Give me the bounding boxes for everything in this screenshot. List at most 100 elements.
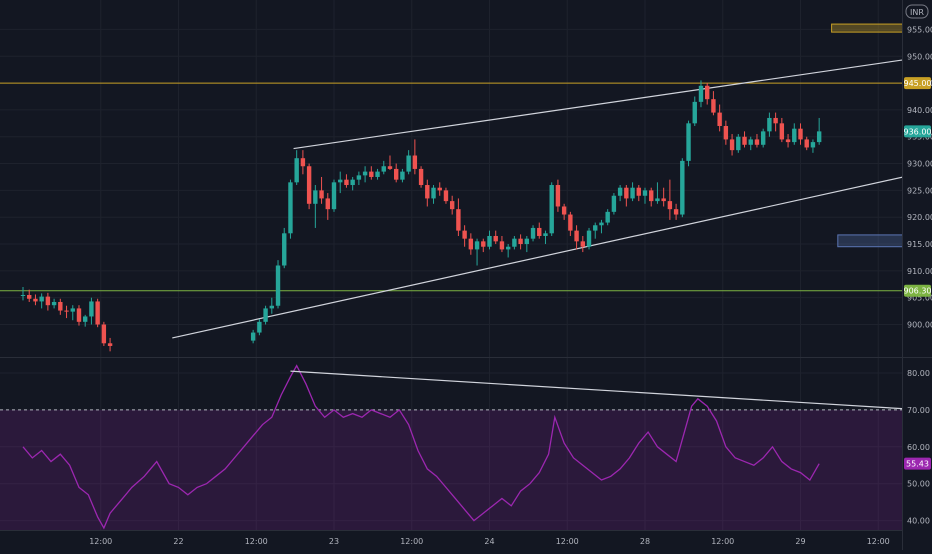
candle-up [593, 222, 598, 239]
candle-up [406, 150, 411, 175]
badge-label: 936.00 [904, 127, 932, 136]
resistance-zone [831, 23, 902, 33]
candle-down [325, 193, 330, 220]
candle-up [431, 185, 436, 204]
candle-body [593, 225, 598, 231]
candle-body [400, 171, 405, 180]
candle-up [400, 168, 405, 183]
candle-body [574, 230, 579, 242]
candle-body [505, 246, 511, 250]
time-tick-label: 29 [795, 537, 805, 546]
candle-down [742, 131, 747, 148]
rsi-value-badge: 55.43 [904, 457, 931, 470]
candle-up [816, 117, 822, 145]
badge-label: 906.30 [904, 287, 932, 296]
candle-up [760, 128, 766, 148]
candle-down [33, 294, 38, 306]
candle-body [456, 209, 461, 231]
candle-body [661, 198, 666, 202]
rsi-line [22, 364, 820, 530]
candle-body [101, 324, 107, 344]
badge-label: 55.43 [906, 460, 929, 469]
price-tick-label: 940.00 [907, 106, 932, 115]
candle-down [462, 225, 467, 247]
candle-body [642, 190, 648, 196]
candle-down [300, 150, 306, 175]
candle-down [95, 298, 100, 328]
candle-body [493, 235, 498, 242]
candle-down [418, 166, 424, 188]
candle-body [481, 241, 486, 247]
price-tick-label: 915.00 [907, 240, 932, 249]
candle-down [493, 230, 498, 245]
candle-body [686, 123, 691, 161]
candle-body [667, 201, 673, 210]
candle-down [673, 203, 679, 220]
last-price-badge: 936.00 [904, 125, 932, 138]
candle-body [107, 343, 113, 346]
candle-body [605, 211, 610, 223]
candle-down [101, 321, 107, 346]
candle-body [468, 238, 474, 250]
upper-channel-trendline [293, 59, 902, 150]
candle-body [250, 332, 256, 341]
candle-body [387, 166, 393, 169]
candle-down [779, 117, 785, 143]
candle-down [45, 292, 51, 311]
candle-up [549, 182, 554, 236]
candle-up [375, 168, 380, 180]
candle-body [792, 128, 797, 143]
candle-up [282, 227, 287, 269]
candle-up [250, 329, 256, 344]
currency-label: INR [905, 4, 929, 19]
price-tick-label: 955.00 [907, 25, 932, 34]
badge-bg [904, 457, 931, 470]
candle-body [530, 227, 536, 239]
candle-body [499, 241, 505, 250]
candle-body [33, 298, 38, 302]
candle-body [425, 185, 430, 199]
candle-up [362, 166, 368, 183]
candle-body [705, 85, 710, 100]
time-tick-label: 12:00 [89, 537, 112, 546]
candle-down [754, 134, 760, 148]
candle-down [649, 187, 654, 207]
candle-down [468, 233, 474, 255]
candle-body [711, 99, 716, 113]
candle-body [70, 308, 75, 312]
candle-body [20, 295, 26, 297]
candle-body [350, 179, 355, 186]
time-tick-label: 12:00 [245, 537, 268, 546]
rsi-tick-label: 80.00 [907, 369, 930, 378]
time-tick-label: 12:00 [867, 537, 890, 546]
candle-body [655, 198, 660, 202]
candle-body [83, 316, 88, 322]
candle-down [443, 187, 449, 204]
candle-body [313, 190, 318, 204]
candle-body [27, 295, 32, 299]
candle-body [39, 296, 44, 302]
candle-up [487, 230, 492, 250]
time-tick-label: 12:00 [556, 537, 579, 546]
candle-body [64, 310, 69, 312]
candle-down [636, 185, 641, 202]
candle-body [692, 101, 697, 124]
candle-up [51, 298, 57, 309]
candle-down [64, 305, 69, 319]
candle-down [667, 179, 673, 220]
candle-body [586, 230, 592, 247]
candle-body [785, 139, 791, 143]
demand-zone [837, 234, 902, 248]
candle-up [748, 136, 753, 151]
candle-body [45, 296, 51, 306]
candle-up [505, 244, 511, 258]
candle-down [412, 139, 418, 175]
candle-up [257, 319, 262, 336]
candle-body [381, 166, 386, 172]
candle-body [649, 190, 654, 202]
candle-body [474, 241, 480, 250]
candle-body [736, 136, 741, 151]
candle-body [412, 155, 418, 169]
